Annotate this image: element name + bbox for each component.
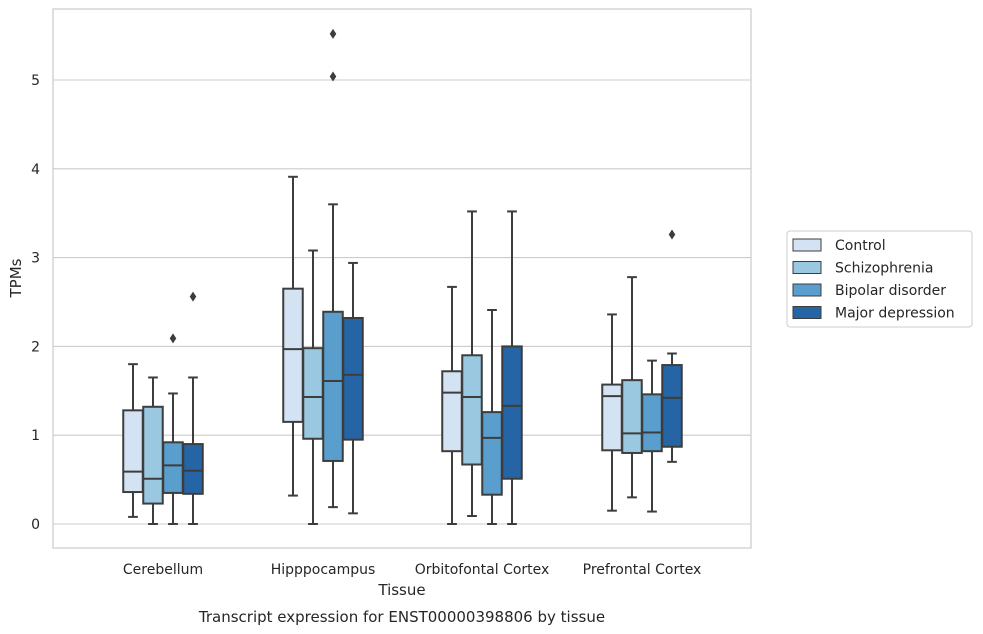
box-iqr <box>342 316 364 441</box>
x-tick-label-3: Orbitofontal Cortex <box>415 562 550 578</box>
outlier-point-1 <box>169 333 177 344</box>
box-3-1 <box>441 285 463 525</box>
box-iqr <box>122 409 144 494</box>
box-3-3 <box>481 308 503 525</box>
box-iqr <box>282 287 304 423</box>
y-tick-label-3: 3 <box>31 251 40 267</box>
x-axis-label: Tissue <box>377 581 425 599</box>
boxes <box>122 28 683 525</box>
box-iqr <box>481 411 503 496</box>
outlier-point-1 <box>668 229 676 240</box>
box-iqr <box>661 364 683 448</box>
legend-swatch-3 <box>792 283 822 297</box>
y-tick-label-1: 1 <box>31 428 40 444</box>
y-tick-label-2: 2 <box>31 339 40 355</box>
box-3-2 <box>461 210 483 518</box>
box-iqr <box>182 443 204 495</box>
box-iqr <box>641 393 663 453</box>
box-iqr <box>322 310 344 462</box>
box-1-4 <box>182 291 204 525</box>
box-2-2 <box>302 249 324 525</box>
chart-caption: Transcript expression for ENST0000039880… <box>198 608 605 626</box>
box-iqr <box>601 383 623 452</box>
box-iqr <box>621 379 643 454</box>
legend-swatch-4 <box>792 306 822 319</box>
y-tick-label-0: 0 <box>31 517 40 533</box>
legend: Control Schizophrenia Bipolar disorder Majo… <box>786 230 973 328</box>
y-tick-labels: 0 1 2 3 4 5 <box>31 73 40 533</box>
box-iqr <box>461 354 483 466</box>
box-iqr <box>142 405 164 505</box>
box-3-4 <box>501 210 523 525</box>
box-iqr <box>501 345 523 480</box>
legend-label-3: Bipolar disorder <box>835 283 946 299</box>
outlier-point-1 <box>329 71 337 82</box>
box-2-4 <box>342 261 364 515</box>
outlier-point-2 <box>329 28 337 39</box>
legend-label-4: Major depression <box>835 306 955 322</box>
x-tick-labels: Cerebellum Hipppocampus Orbitofontal Corte… <box>123 562 701 578</box>
outlier-point-1 <box>189 291 197 302</box>
x-tick-label-1: Cerebellum <box>123 562 203 578</box>
box-4-4 <box>661 229 683 463</box>
box-iqr <box>162 441 184 494</box>
box-iqr <box>302 347 324 440</box>
box-iqr <box>441 370 463 453</box>
y-tick-label-4: 4 <box>31 162 40 178</box>
x-tick-label-4: Prefrontal Cortex <box>583 562 702 578</box>
x-tick-label-2: Hipppocampus <box>271 562 376 578</box>
box-4-3 <box>641 359 663 513</box>
legend-label-1: Control <box>835 238 886 254</box>
y-axis-label: TPMs <box>7 258 25 298</box>
legend-frame <box>786 230 973 328</box>
legend-swatch-2 <box>792 261 822 274</box>
legend-label-2: Schizophrenia <box>835 261 933 277</box>
box-1-1 <box>122 363 144 518</box>
box-1-2 <box>142 376 164 525</box>
legend-swatch-1 <box>792 238 822 252</box>
y-tick-label-5: 5 <box>31 73 40 89</box>
plot-area-frame <box>52 8 752 549</box>
